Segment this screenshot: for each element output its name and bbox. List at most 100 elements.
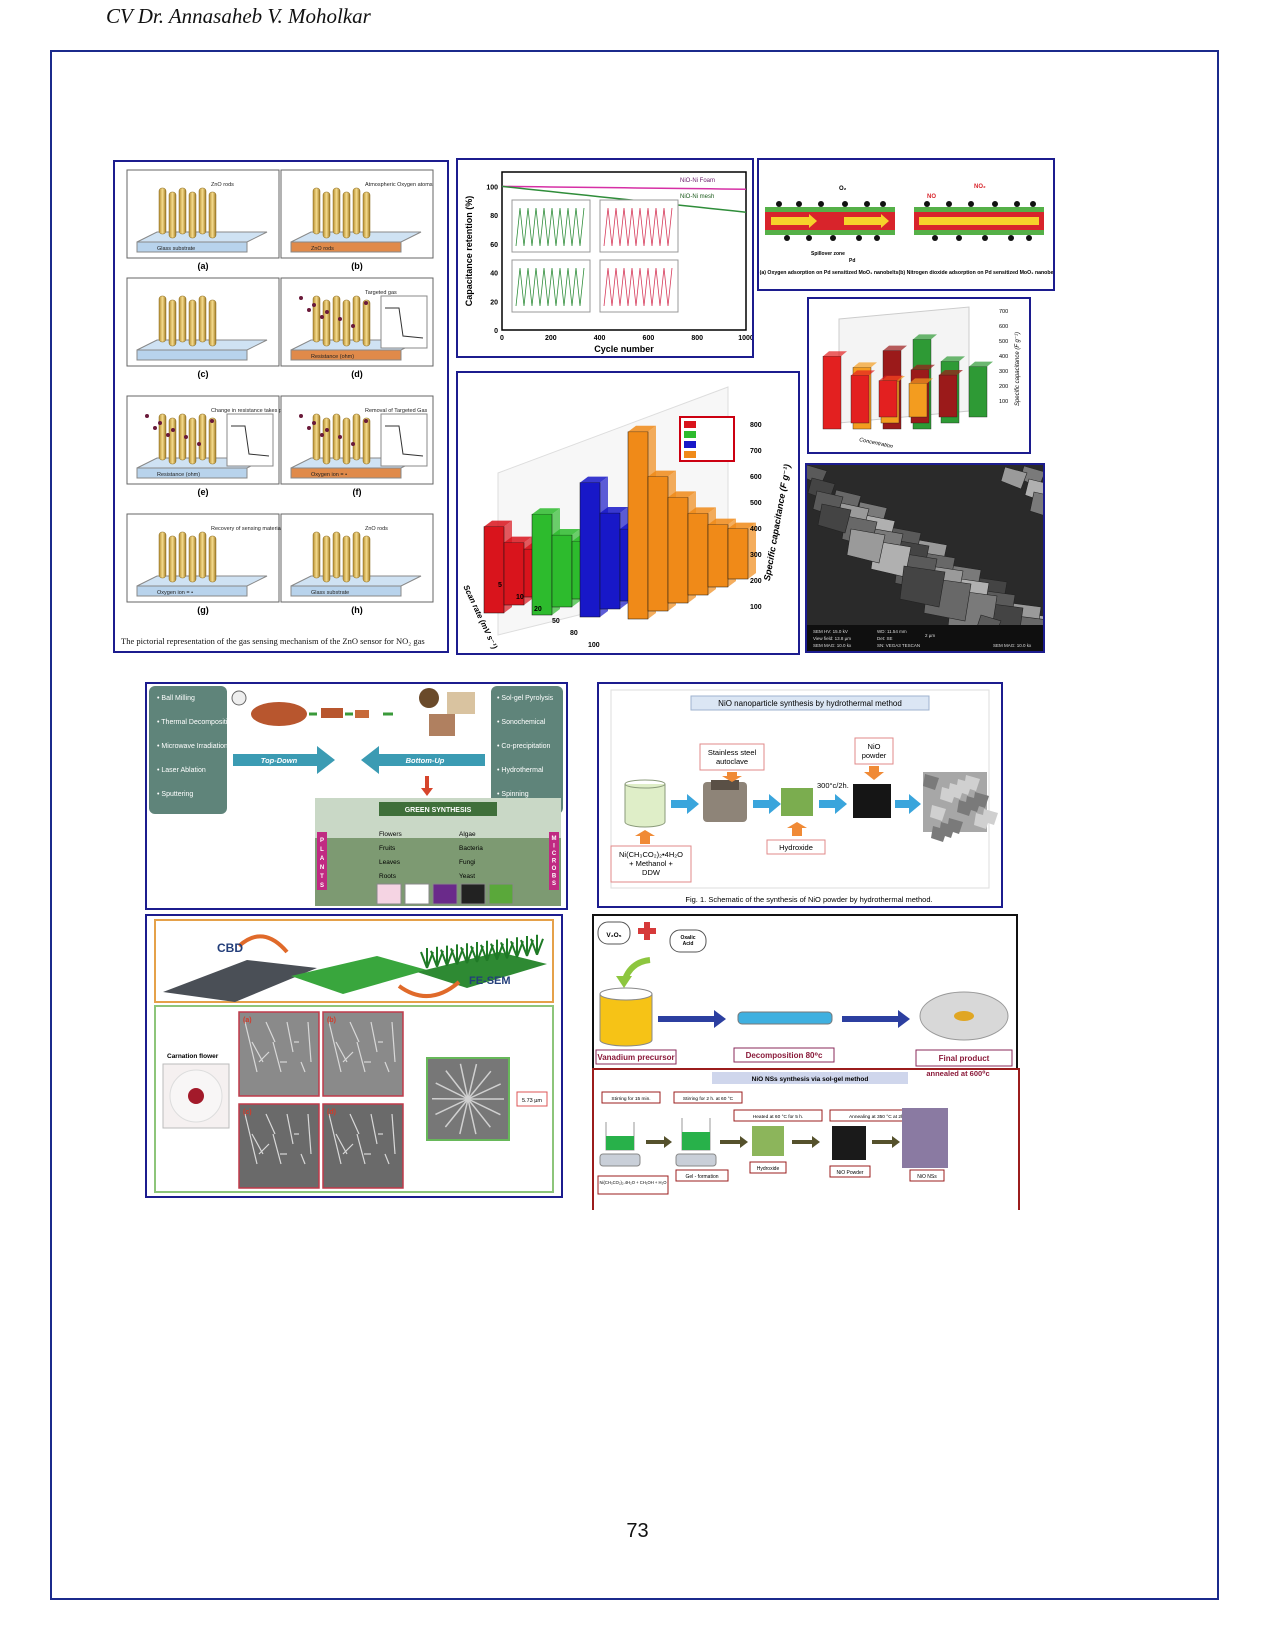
top-down-method: • Thermal Decomposition: [157, 719, 235, 726]
vanadium-figure: V₂O₅ Oxalic Acid Vanadium precursor Decom…: [595, 921, 1013, 1067]
zno-tile-label: Oxygen ion = •: [311, 472, 347, 478]
koh-large-stick: 80: [570, 630, 578, 637]
retention-ytick: 20: [490, 299, 498, 306]
vanadium-precursor-label: Vanadium precursor: [597, 1053, 674, 1062]
plant-source: Roots: [379, 873, 397, 880]
hydro-caption: Fig. 1. Schematic of the synthesis of Ni…: [685, 895, 932, 904]
label-pd: Pd: [849, 258, 855, 264]
zno-caption: The pictorial representation of the gas …: [121, 636, 425, 646]
zno-tile-letter: (c): [198, 369, 209, 379]
koh-small-tick: 600: [999, 324, 1008, 330]
solgel-label: Gel - formation: [685, 1174, 718, 1180]
solgel-label: NiO NSs: [917, 1174, 937, 1180]
top-down-method: • Ball Milling: [157, 695, 195, 702]
solgel-figure: annealed at 600⁰c NiO NSs synthesis via …: [597, 1070, 990, 1195]
cbd-label: CBD: [217, 941, 243, 955]
koh-small-chart: 700 600 500 400 300 200 100 Specific capacitan…: [822, 306, 1021, 450]
retention-ytick: 100: [486, 184, 498, 191]
koh-large-stick: 50: [552, 618, 560, 625]
zno-tile-label: Glass substrate: [311, 590, 349, 596]
oxygen-adsorption-caption: (a) Oxygen adsorption on Pd sensitized M…: [760, 270, 899, 276]
vanadium-panel: V₂O₅ Oxalic Acid Vanadium precursor Decom…: [592, 914, 1018, 1070]
v2o5-label: V₂O₅: [606, 932, 621, 939]
solgel-label: Hydroxide: [757, 1166, 780, 1172]
svg-text:R: R: [552, 859, 557, 865]
sem-image: (a): [238, 1011, 320, 1097]
svg-text:T: T: [320, 874, 324, 880]
koh-small-bar: [908, 383, 928, 418]
svg-text:P: P: [320, 838, 324, 844]
sem-letter: (c): [243, 1109, 252, 1116]
page-number: 73: [626, 1520, 649, 1542]
nio-hydrothermal-figure: NiO nanoparticle synthesis by hydrotherm…: [610, 689, 998, 904]
final-product-label: Final product: [939, 1054, 990, 1063]
koh-large-ztick: 300: [750, 552, 762, 559]
green-synthesis-title: GREEN SYNTHESIS: [405, 807, 472, 814]
koh-large-ztick: 400: [750, 526, 762, 533]
koh-small-chart-panel: 700 600 500 400 300 200 100 Specific capacitan…: [807, 297, 1031, 454]
zno-tile: Removal of Targeted Gas Oxygen ion = • (f): [280, 395, 434, 497]
pd-moo3-panel: O₂ Spillover zone Pd NO₂ NO (a) Oxygen a…: [757, 158, 1055, 291]
zno-tile-label: Glass substrate: [157, 246, 195, 252]
koh-large-bar: [551, 534, 573, 608]
microbe-source: Bacteria: [459, 845, 483, 852]
legend-nio-mesh: NiO-Ni mesh: [680, 194, 714, 200]
koh-small-tick: 100: [999, 399, 1008, 405]
svg-text:A: A: [320, 856, 325, 862]
retention-xtick: 600: [643, 335, 655, 342]
zno-tile-letter: (a): [198, 261, 209, 271]
zno-tile: ZnO rods Glass substrate (a): [126, 169, 280, 271]
green-synthesis-figure: • Ball Milling • Thermal Decomposition • M…: [149, 686, 563, 906]
koh-large-bar: [667, 497, 689, 604]
svg-text:L: L: [320, 847, 324, 853]
zno-tile-label: Removal of Targeted Gas: [365, 408, 428, 414]
label-no: NO: [927, 194, 936, 200]
retention-ytick: 0: [494, 328, 498, 335]
precursor-label: Ni(CH₃CO₂)₂•4H₂O + Methanol + DDW: [619, 850, 683, 877]
zno-tile-letter: (e): [198, 487, 209, 497]
koh-small-tick: 700: [999, 309, 1008, 315]
label-no2: NO₂: [974, 184, 986, 190]
koh-small-bar: [968, 366, 988, 418]
koh-small-bar: [878, 380, 898, 418]
koh-large-bar: [483, 526, 505, 614]
series-nio-foam: [501, 185, 747, 190]
nio-hydrothermal-panel: NiO nanoparticle synthesis by hydrotherm…: [597, 682, 1003, 908]
zno-tile-label: Resistance (ohm): [311, 354, 354, 360]
koh-small-bar: [850, 375, 870, 424]
zno-tile: Atmospheric Oxygen atoms ZnO rods (b): [280, 169, 434, 271]
microbe-source: Yeast: [459, 873, 475, 880]
svg-text:N: N: [320, 865, 324, 871]
sem-image: (c): [238, 1103, 320, 1189]
plant-source: Leaves: [379, 859, 401, 866]
koh-small-bar: [938, 374, 958, 418]
plant-source: Flowers: [379, 831, 403, 838]
zno-tile-label: ZnO rods: [365, 526, 388, 532]
top-down-method: • Sputtering: [157, 791, 193, 798]
temp-label: 300°c/2h.: [817, 781, 849, 790]
sem-letter: (b): [327, 1017, 336, 1024]
page-header: CV Dr. Annasaheb V. Moholkar: [106, 4, 371, 28]
retention-ytick: 40: [490, 271, 498, 278]
gcd-inset: [599, 259, 679, 313]
plant-source: Fruits: [379, 845, 396, 852]
fesem-label: FE-SEM: [469, 975, 511, 987]
zno-tile-letter: (g): [197, 605, 209, 615]
top-down-method: • Microwave Irradiation: [157, 743, 228, 750]
koh-large-bar: [531, 513, 553, 616]
koh-large-ztick: 600: [750, 474, 762, 481]
solgel-beakers: [599, 1108, 948, 1168]
koh-small-bar: [822, 356, 842, 430]
gcd-inset: [511, 199, 591, 253]
gcd-inset: [599, 199, 679, 253]
oxygen-adsorption-diagram: [765, 207, 895, 235]
zno-tile-letter: (f): [353, 487, 362, 497]
koh-large-ztick: 500: [750, 500, 762, 507]
green-synthesis-panel: • Ball Milling • Thermal Decomposition • M…: [145, 682, 568, 910]
sem-info-text: Det: SE: [877, 636, 893, 641]
page-border: [50, 50, 1219, 1600]
cbd-panel: CBD FE-SEM Carnation flower (a) (b) (c) (d)…: [145, 914, 563, 1198]
solgel-step: Heated at 60 °C for 5 h.: [753, 1114, 803, 1120]
